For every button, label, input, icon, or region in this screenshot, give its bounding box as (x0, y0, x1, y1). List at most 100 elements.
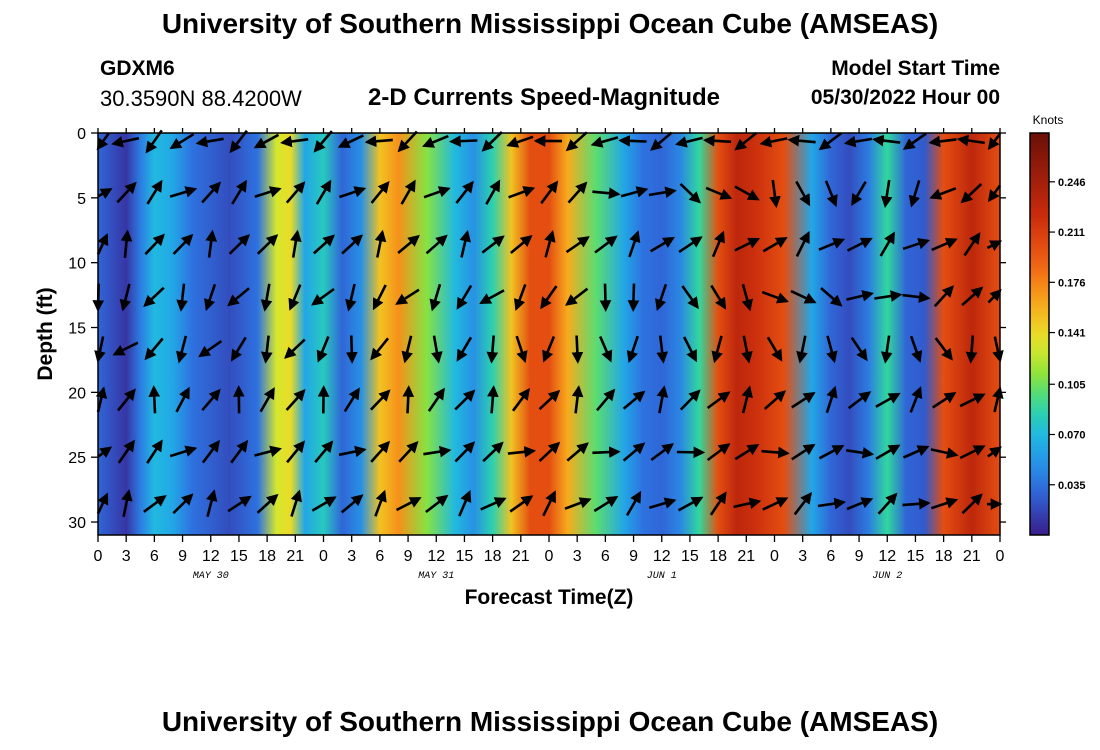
current-vector (567, 181, 588, 204)
current-vector (146, 179, 163, 205)
current-vector (423, 186, 451, 199)
current-vector (201, 181, 221, 204)
x-tick-label: 6 (150, 548, 159, 565)
current-vector (741, 385, 753, 414)
current-vector (627, 283, 640, 312)
current-vector (172, 493, 194, 515)
current-vector (425, 234, 448, 255)
current-vector (94, 336, 106, 363)
current-vector (486, 335, 499, 364)
current-vector (826, 335, 838, 364)
current-vector (928, 135, 957, 148)
current-vector (934, 337, 953, 361)
x-tick-label: 3 (798, 548, 807, 565)
current-vector (482, 441, 504, 463)
current-vector (571, 385, 584, 414)
current-vector (648, 497, 677, 510)
current-vector (120, 229, 133, 258)
current-vector (372, 284, 387, 311)
current-vector (759, 135, 788, 148)
current-vector (454, 441, 476, 463)
current-vector (902, 291, 931, 303)
current-vector (625, 490, 642, 517)
current-vector (875, 444, 901, 460)
current-vector (456, 284, 473, 310)
station-coordinates: 30.3590N 88.4200W (100, 86, 302, 111)
current-vector (338, 186, 367, 199)
current-vector (284, 338, 306, 359)
footer-title: University of Southern Mississippi Ocean… (161, 706, 939, 737)
current-vector (590, 136, 619, 148)
current-vector (871, 134, 901, 147)
current-vector (929, 187, 957, 200)
y-tick-label: 30 (68, 515, 86, 532)
y-tick-label: 10 (68, 256, 86, 273)
current-vector (117, 439, 135, 464)
current-vector (762, 237, 788, 253)
current-vector (395, 288, 420, 305)
current-vector (345, 283, 357, 312)
y-tick-label: 20 (68, 385, 86, 402)
date-label: MAY 30 (193, 571, 229, 582)
x-tick-label: 9 (629, 548, 638, 565)
current-vector (480, 497, 507, 511)
page-title: University of Southern Mississippi Ocean… (161, 8, 939, 39)
y-axis: 0 5 10 15 20 25 30 (68, 126, 1006, 532)
current-vector (96, 132, 110, 151)
current-vector (487, 385, 499, 414)
current-vector (909, 335, 923, 363)
current-vector (959, 445, 986, 460)
current-vector (565, 236, 590, 254)
current-vector (96, 233, 109, 255)
current-vector (933, 285, 954, 308)
date-label: MAY 31 (418, 571, 454, 582)
current-vector (227, 287, 250, 307)
current-vector (96, 492, 109, 515)
current-vector (793, 491, 813, 516)
x-tick-label: 12 (653, 548, 671, 565)
current-vector (230, 439, 249, 464)
current-vector (288, 284, 302, 311)
x-tick-label: 21 (737, 548, 755, 565)
current-vector (507, 446, 537, 458)
current-vector (429, 283, 442, 312)
current-vector (449, 135, 478, 147)
current-vector (650, 443, 675, 461)
current-vector (538, 441, 561, 463)
current-vector (509, 495, 534, 513)
current-vector (338, 445, 367, 458)
current-vector (679, 182, 701, 204)
x-tick-label: 12 (878, 548, 896, 565)
current-vector (628, 230, 641, 258)
current-vector (987, 184, 1002, 203)
colorbar-tick-label: 0.246 (1058, 177, 1086, 189)
current-vector (97, 188, 113, 200)
current-vector (622, 442, 646, 462)
current-vector (987, 289, 1002, 304)
x-tick-label: 0 (94, 548, 103, 565)
current-vector (902, 497, 931, 510)
current-vector (146, 439, 163, 464)
current-vector (431, 335, 443, 364)
current-vector (766, 336, 783, 362)
current-vector (204, 283, 217, 312)
current-vector (846, 447, 875, 459)
current-vector (931, 392, 957, 409)
current-vector (345, 335, 358, 364)
current-vector (846, 497, 874, 511)
current-vector (711, 335, 723, 364)
current-vector (370, 337, 390, 361)
current-vector (313, 130, 333, 153)
current-vector (370, 180, 390, 204)
current-vector (874, 290, 903, 302)
current-vector (791, 392, 816, 409)
current-vector (599, 283, 612, 312)
x-tick-label: 21 (286, 548, 304, 565)
current-vector (710, 284, 727, 310)
current-vector (961, 286, 984, 307)
current-vector (741, 335, 753, 364)
current-vector (681, 285, 699, 310)
colorbar-tick-label: 0.070 (1058, 430, 1086, 442)
x-tick-label: 15 (456, 548, 474, 565)
current-vector (256, 493, 279, 514)
